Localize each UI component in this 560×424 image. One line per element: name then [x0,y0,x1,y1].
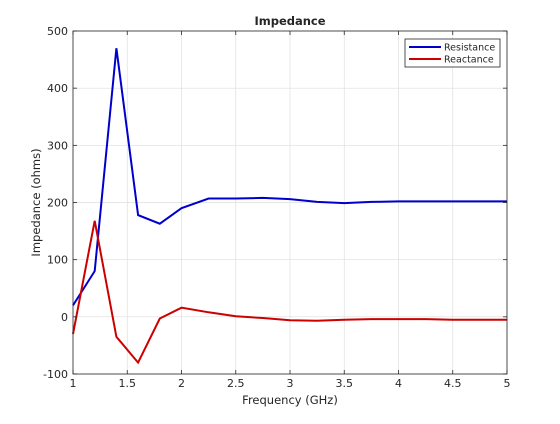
y-tick-label: 0 [61,311,68,324]
x-tick-label: 1 [70,377,77,390]
x-tick-label: 4 [395,377,402,390]
y-tick-label: 500 [47,25,68,38]
legend-label-reactance: Reactance [444,55,494,66]
x-tick-label: 3.5 [336,377,354,390]
y-tick-label: 400 [47,82,68,95]
chart-title: Impedance [254,14,325,28]
y-tick-label: 300 [47,139,68,152]
y-tick-label: -100 [43,368,68,381]
legend-label-resistance: Resistance [444,43,495,54]
y-tick-label: 200 [47,197,68,210]
x-tick-label: 3 [287,377,294,390]
legend-box [404,38,501,68]
x-tick-label: 5 [504,377,511,390]
y-tick-label: 100 [47,254,68,267]
x-tick-label: 2.5 [227,377,245,390]
series-line-resistance [72,48,507,306]
x-axis-title: Frequency (GHz) [242,393,338,407]
x-tick-label: 1.5 [119,377,137,390]
series-layer [72,48,507,365]
y-axis-title: Impedance (ohms) [29,148,43,256]
ticks [72,30,508,375]
series-line-reactance [72,220,507,365]
x-tick-label: 2 [178,377,185,390]
tick-labels: 1 1.5 2 2.5 3 3.5 4 4.5 5 -100 0 100 200 300 400 500 [43,25,510,390]
legend: Resistance Reactance [404,38,501,68]
x-tick-label: 4.5 [444,377,462,390]
